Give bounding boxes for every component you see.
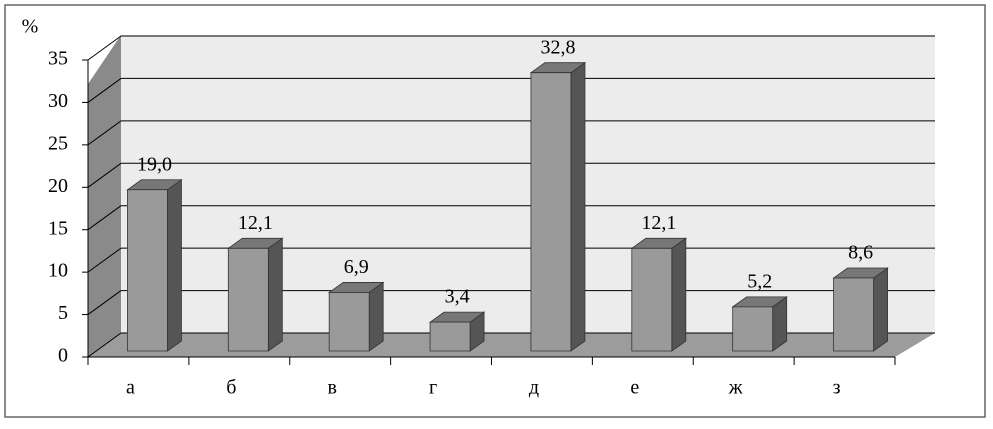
y-tick-label: 0 <box>58 345 68 367</box>
bar-front <box>631 247 673 352</box>
bar-front <box>732 306 774 352</box>
value-label: 32,8 <box>540 36 575 58</box>
grid-line <box>87 247 122 273</box>
x-tick-label: з <box>833 377 841 399</box>
side-wall <box>88 35 121 357</box>
value-label: 19,0 <box>137 153 172 175</box>
floor <box>88 333 935 357</box>
grid-line <box>87 205 122 231</box>
value-label: 12,1 <box>238 212 273 234</box>
grid-line <box>87 78 122 103</box>
value-label: 8,6 <box>848 242 873 264</box>
bar <box>529 61 587 352</box>
value-label: 3,4 <box>445 286 470 308</box>
x-tick-label: а <box>126 377 135 399</box>
x-tick-label: ж <box>728 377 743 399</box>
x-tick-label: б <box>226 377 236 399</box>
y-tick-label: 25 <box>48 132 68 154</box>
bar-side <box>671 237 687 352</box>
grid-line <box>87 120 122 146</box>
y-tick-label: 30 <box>48 90 68 112</box>
bar-side <box>873 267 888 352</box>
y-tick-label: 5 <box>58 302 68 324</box>
grid-line <box>87 290 122 315</box>
bar-front <box>127 189 168 352</box>
bar-side <box>368 281 384 352</box>
bar <box>428 311 486 352</box>
bar <box>327 281 385 352</box>
grid-line <box>87 332 122 358</box>
bar-side <box>167 178 182 352</box>
bar <box>227 237 284 352</box>
back-wall <box>121 35 935 333</box>
value-label: 6,9 <box>344 256 369 278</box>
bar-front <box>328 292 370 352</box>
bar <box>832 267 889 352</box>
bar-front <box>429 321 471 352</box>
x-tick-label: в <box>327 377 336 399</box>
x-tick-label: д <box>529 377 539 399</box>
bar-front <box>833 277 874 352</box>
bar <box>731 296 788 352</box>
y-tick-label: 35 <box>48 48 68 70</box>
value-label: 5,2 <box>747 270 772 292</box>
bar <box>126 178 183 352</box>
x-tick-label: е <box>630 377 639 399</box>
bar-front <box>227 247 269 352</box>
y-axis-label: % <box>22 16 39 38</box>
bar-side <box>267 237 283 352</box>
bar-side <box>570 61 586 352</box>
x-tick-label: г <box>429 377 437 399</box>
bar <box>630 237 688 352</box>
y-tick-label: 10 <box>48 260 68 282</box>
grid-line <box>87 35 122 61</box>
bar-front <box>530 72 572 352</box>
y-tick-label: 20 <box>48 175 68 197</box>
grid-line <box>87 162 122 188</box>
value-label: 12,1 <box>641 212 676 234</box>
y-tick-label: 15 <box>48 217 68 239</box>
